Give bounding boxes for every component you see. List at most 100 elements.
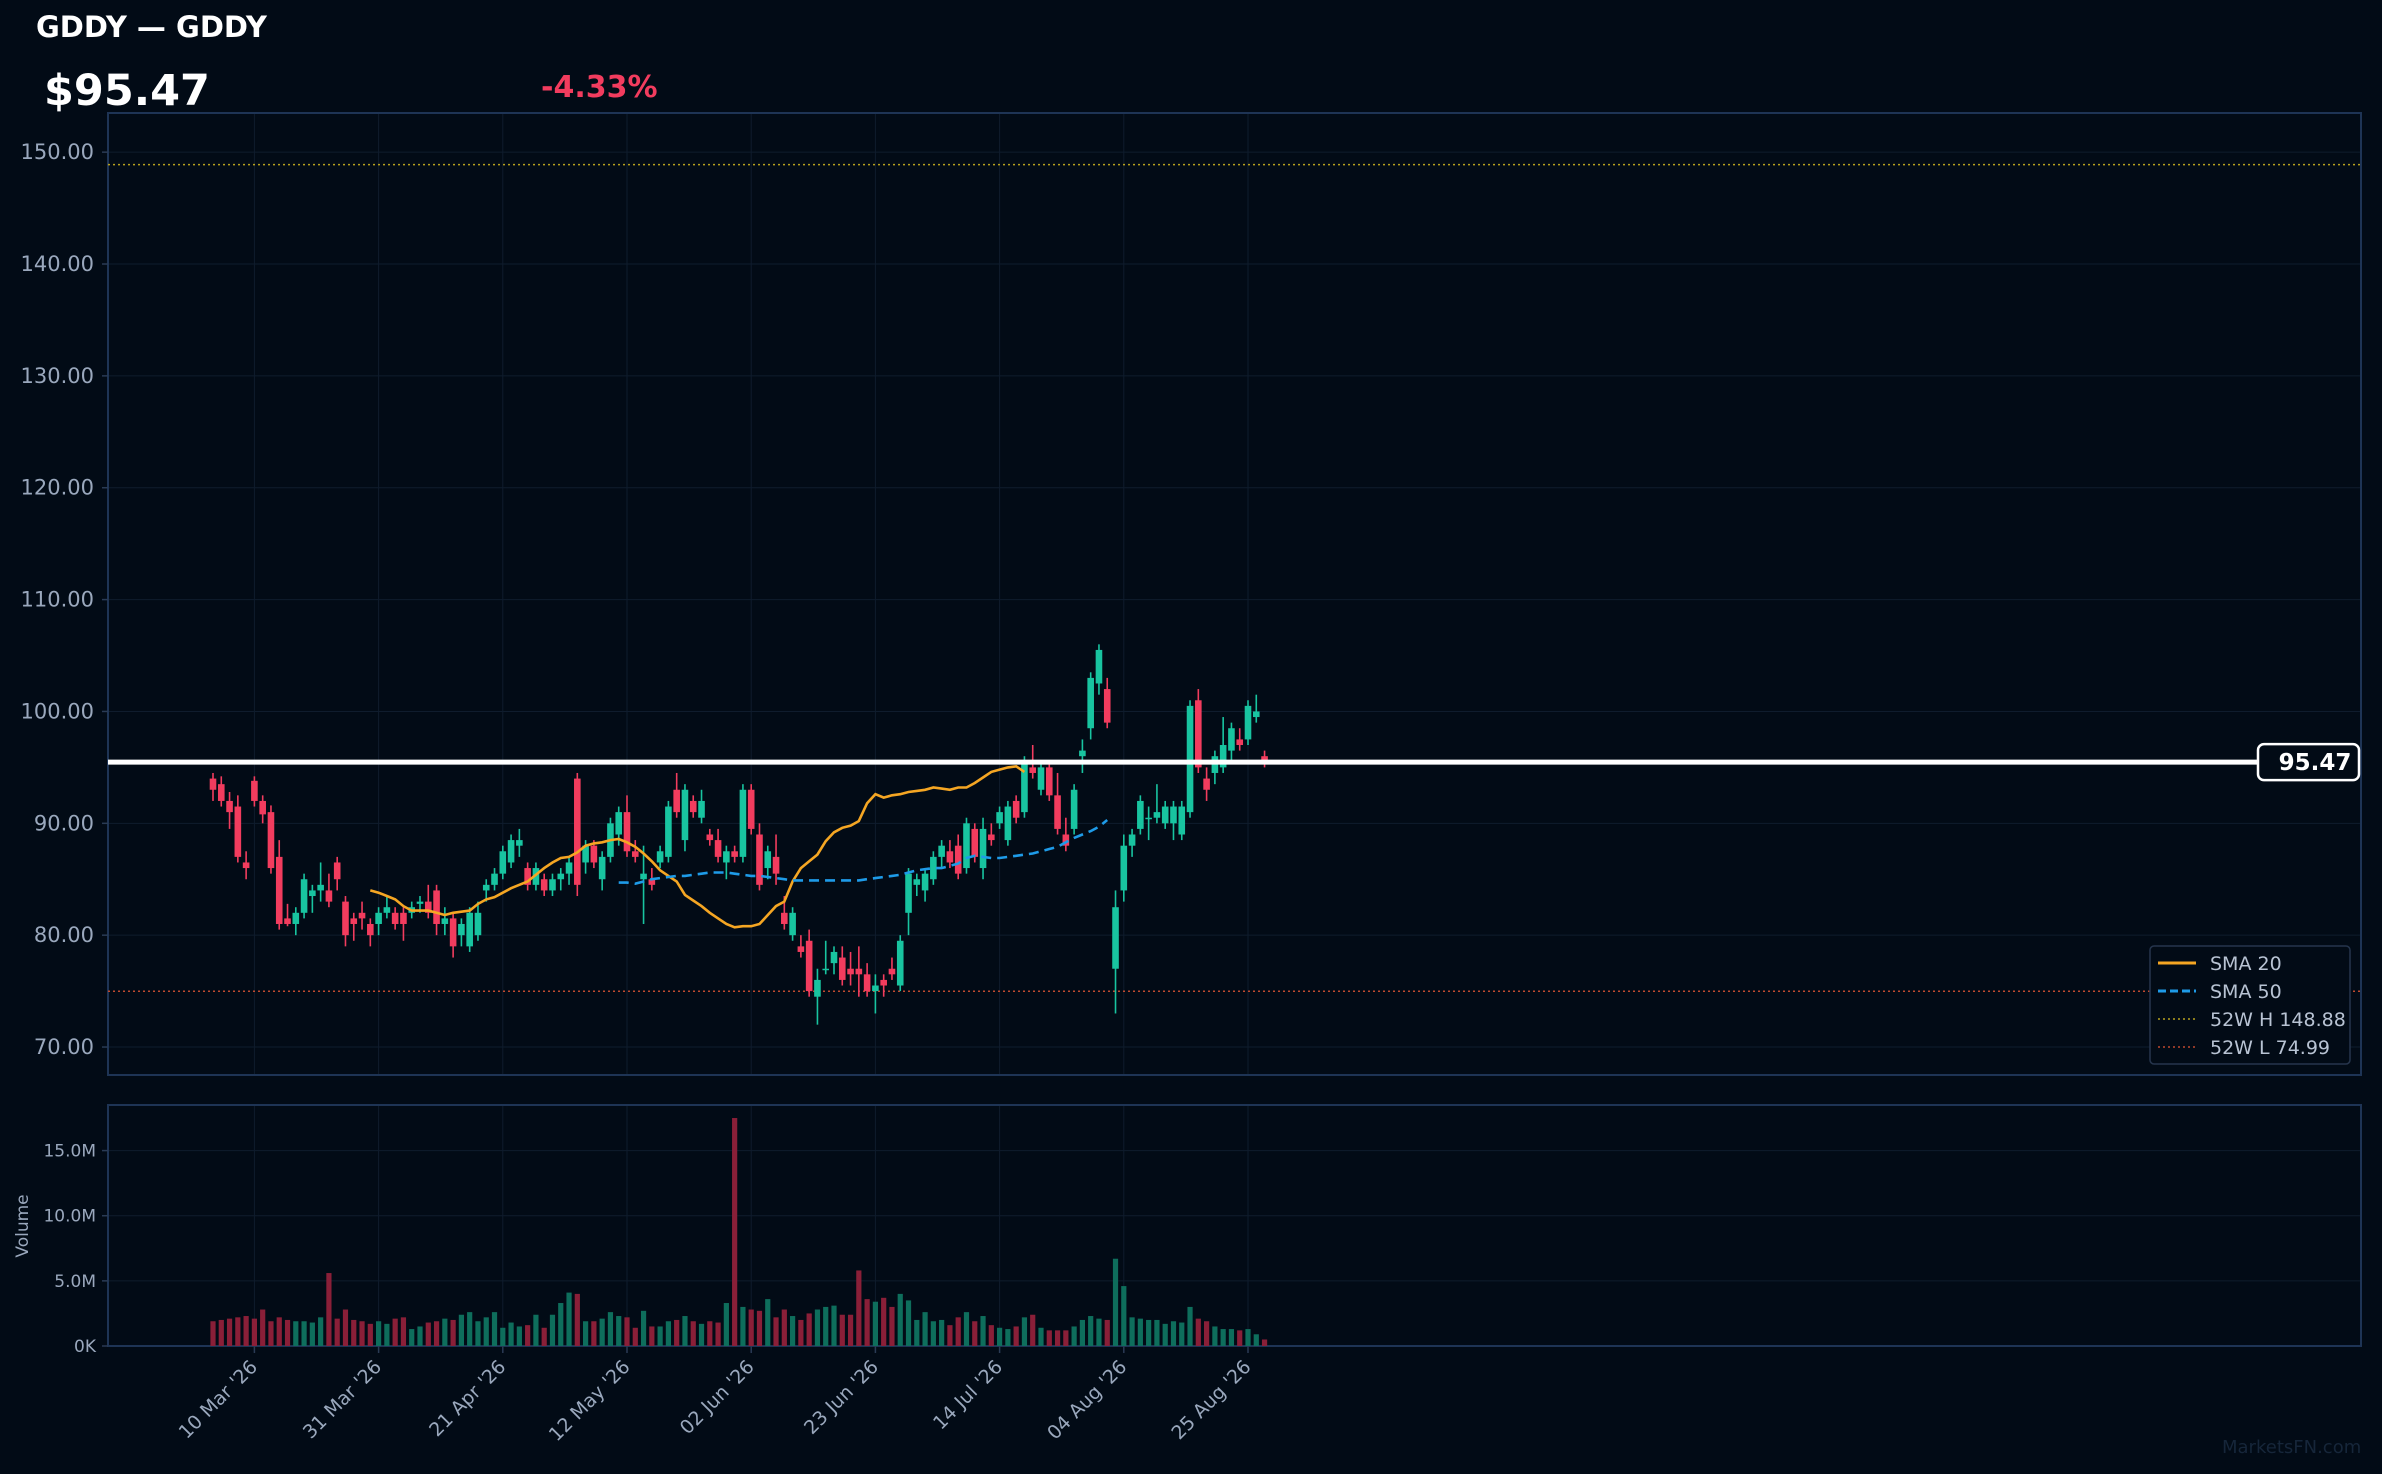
volume-bar	[864, 1299, 870, 1346]
date-tick-label: 14 Jul '26	[929, 1356, 1007, 1434]
candle-body	[226, 800, 233, 813]
candle-body	[209, 778, 217, 790]
legend-label-52w-low: 52W L 74.99	[2210, 1037, 2330, 1059]
sma20-line	[369, 764, 1026, 929]
volume-bar	[988, 1325, 994, 1346]
candle-body	[781, 912, 788, 924]
candle-body	[764, 851, 772, 869]
volume-bar	[1237, 1330, 1243, 1346]
candle-body	[640, 873, 647, 880]
candle-body	[822, 968, 830, 971]
volume-bar	[334, 1318, 340, 1346]
volume-bar	[376, 1321, 382, 1346]
candle-body	[416, 901, 424, 904]
volume-bar	[516, 1326, 522, 1346]
candle-body	[996, 812, 1003, 824]
candle-body	[458, 923, 465, 936]
candle-body	[582, 845, 589, 863]
date-tick-label: 25 Aug '26	[1167, 1356, 1255, 1444]
candle-body	[358, 912, 366, 919]
candle-body	[979, 828, 987, 869]
volume-bar	[425, 1322, 431, 1346]
candle-body	[499, 851, 507, 874]
volume-bar	[1137, 1318, 1143, 1346]
price-tick-label: 100.00	[21, 699, 94, 723]
candle-body	[557, 873, 565, 880]
candle-body	[789, 912, 796, 936]
price-panel-frame	[107, 112, 2362, 1076]
volume-bar	[947, 1325, 953, 1346]
volume-bar	[467, 1312, 473, 1346]
candle-body	[963, 823, 970, 869]
candle-body	[1178, 806, 1186, 835]
candle-body	[1203, 778, 1210, 790]
volume-bar	[284, 1319, 291, 1346]
volume-tick-label: 0K	[74, 1337, 97, 1357]
volume-bar	[1104, 1319, 1110, 1346]
volume-bar	[1220, 1329, 1226, 1346]
volume-bar	[756, 1310, 763, 1346]
volume-bar	[657, 1326, 663, 1346]
volume-bar	[541, 1327, 547, 1346]
volume-bar	[1054, 1330, 1061, 1346]
candle-body	[954, 845, 962, 874]
candle-body	[1252, 711, 1260, 718]
candle-body	[1261, 756, 1268, 763]
volume-bar	[781, 1309, 787, 1346]
volume-bar	[707, 1321, 713, 1346]
legend-box	[2149, 945, 2351, 1065]
candle-body	[598, 856, 606, 880]
volume-bar	[1245, 1329, 1251, 1346]
volume-bar	[872, 1301, 878, 1346]
candle-body	[1095, 649, 1103, 684]
candle-body	[516, 840, 523, 846]
volume-bar	[583, 1321, 589, 1346]
volume-bar	[508, 1322, 514, 1346]
candle-body	[938, 845, 945, 857]
volume-bar	[1204, 1321, 1210, 1346]
volume-bar	[591, 1321, 597, 1346]
candle-body	[284, 918, 291, 924]
volume-bar	[1112, 1258, 1119, 1346]
volume-bar	[831, 1305, 837, 1346]
volume-bar	[889, 1306, 895, 1346]
candle-body	[797, 946, 805, 952]
volume-bar	[226, 1318, 233, 1346]
volume-bar	[740, 1306, 746, 1346]
volume-bar	[1154, 1319, 1160, 1346]
candle-body	[1103, 689, 1111, 723]
sma50-line	[618, 818, 1109, 886]
volume-bar	[930, 1321, 936, 1346]
volume-bar	[649, 1326, 655, 1346]
volume-bar	[914, 1319, 920, 1346]
volume-bar	[433, 1321, 440, 1346]
ticker-title: GDDY — GDDY	[36, 10, 267, 44]
candle-body	[631, 851, 639, 857]
volume-bars	[210, 1118, 1268, 1346]
candle-body	[723, 851, 730, 863]
volume-bar	[1096, 1318, 1102, 1346]
candle-body	[524, 868, 531, 885]
volume-bar	[881, 1297, 887, 1346]
date-tick-label: 02 Jun '26	[676, 1356, 759, 1439]
volume-bar	[1129, 1317, 1135, 1346]
volume-bar	[773, 1317, 779, 1346]
volume-bar	[450, 1319, 456, 1346]
candle-body	[913, 879, 921, 885]
last-price-label: 95.47	[2256, 742, 2361, 782]
candle-body	[805, 940, 813, 992]
volume-bar	[624, 1317, 630, 1346]
volume-bar	[798, 1319, 804, 1346]
volume-tick-label: 10.0M	[43, 1207, 96, 1227]
price-tick-label: 140.00	[21, 252, 94, 276]
candle-body	[375, 912, 382, 924]
candle-body	[466, 912, 473, 947]
candle-body	[1070, 789, 1078, 829]
candle-body	[267, 812, 275, 869]
candle-body	[855, 968, 863, 975]
candle-body	[880, 979, 887, 986]
volume-bar	[1146, 1319, 1152, 1346]
candle-body	[474, 912, 482, 936]
candle-body	[275, 856, 283, 924]
